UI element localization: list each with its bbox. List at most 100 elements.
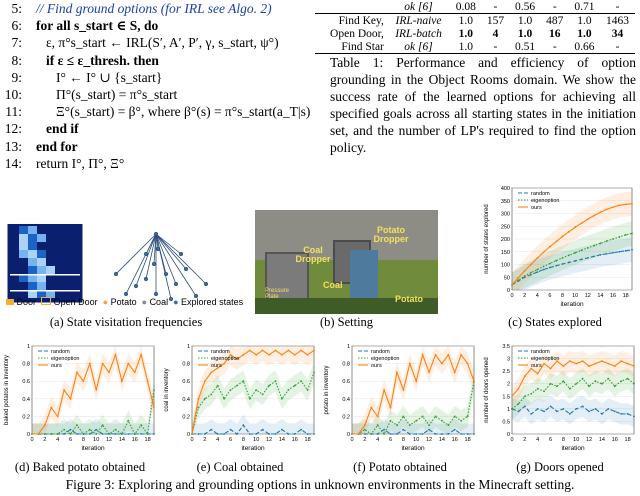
plot-area — [351, 345, 475, 435]
data-point-eigenoption — [63, 428, 66, 431]
data-point-eigenoption — [620, 380, 623, 383]
data-point-eigenoption — [594, 380, 597, 383]
graph-node — [143, 251, 148, 256]
legend-label-ours: ours — [371, 363, 382, 369]
data-point-random — [605, 252, 608, 255]
coal-label: Coal — [323, 280, 343, 290]
data-point-eigenoption — [415, 419, 418, 422]
algo-line: 14: return I°, Π°, Ξ° — [4, 155, 125, 171]
visit-cell — [37, 274, 46, 282]
series-band-ours — [512, 350, 634, 407]
data-point-ours — [248, 349, 251, 352]
coal-dropper-block — [265, 252, 309, 304]
data-point-eigenoption — [114, 428, 117, 431]
data-point-random — [453, 428, 456, 431]
visit-cell — [28, 234, 37, 242]
wall-line — [10, 274, 80, 276]
x-axis-label: iteration — [560, 301, 584, 308]
graph-node — [143, 277, 148, 282]
data-point-eigenoption — [626, 377, 629, 380]
results-table: ok [6] 0.08- 0.56- 0.71- Find Key, IRL-na… — [315, 0, 640, 56]
x-tick-label: 12 — [586, 437, 592, 443]
data-point-ours — [618, 204, 621, 207]
data-point-ours — [120, 380, 123, 383]
data-point-ours — [203, 380, 206, 383]
data-point-ours — [428, 371, 430, 374]
y-tick-label: 2.5 — [502, 369, 510, 375]
legend-label-eigenoption: eigenoption — [51, 356, 79, 362]
data-point-eigenoption — [242, 380, 245, 383]
data-point-random — [376, 433, 379, 435]
data-point-ours — [408, 362, 411, 365]
data-point-ours — [82, 380, 85, 383]
x-tick-label: 12 — [585, 293, 591, 299]
data-point-eigenoption — [575, 382, 578, 385]
visit-cell — [19, 242, 28, 250]
graph-edge — [145, 233, 157, 280]
data-point-eigenoption — [88, 428, 91, 431]
data-point-ours — [599, 211, 602, 214]
data-point-random — [440, 433, 443, 435]
data-point-eigenoption — [574, 251, 577, 254]
series-band-ours — [512, 191, 632, 290]
doors-opened-chart: 0 0.5 1 1.5 2 2.5 3 3.5 0 2 4 6 8 10 12 14 16 18 iteration… — [484, 344, 635, 452]
data-point-ours — [620, 360, 623, 362]
data-point-random — [274, 433, 277, 435]
data-point-eigenoption — [440, 419, 443, 422]
data-point-random — [607, 407, 610, 410]
data-point-ours — [605, 208, 608, 211]
data-point-ours — [530, 263, 532, 266]
y-tick-label: 0.2 — [182, 414, 190, 420]
data-point-random — [210, 428, 213, 431]
data-point-ours — [50, 406, 53, 409]
data-point-eigenoption — [43, 433, 46, 435]
x-tick-label: 4 — [376, 437, 379, 443]
data-point-eigenoption — [523, 275, 526, 277]
visit-cell — [28, 290, 37, 298]
data-point-random — [293, 433, 296, 435]
x-tick-label: 14 — [279, 437, 285, 443]
states-explored-chart: 0 50 100 150 200 250 300 350 400 0 2 4 6 8 10 12 14 16 18 i… — [484, 186, 633, 308]
data-point-ours — [440, 362, 443, 365]
legend-label-random: random — [211, 349, 230, 355]
x-tick-label: 6 — [229, 437, 232, 443]
data-point-random — [568, 412, 571, 415]
data-point-ours — [530, 367, 533, 370]
data-point-ours — [562, 365, 565, 368]
series-band-ours — [352, 346, 474, 434]
series-line-eigenoption — [352, 381, 475, 436]
x-tick-label: 10 — [93, 437, 99, 443]
data-point-eigenoption — [453, 415, 456, 418]
y-tick-label: 0.5 — [502, 419, 510, 425]
series-line-random — [32, 428, 154, 435]
data-point-ours — [229, 353, 232, 356]
data-point-random — [69, 428, 72, 431]
data-point-ours — [593, 214, 596, 217]
potato-dropper-label: Potato Dropper — [373, 225, 409, 244]
data-point-random — [63, 433, 66, 435]
graph-node — [124, 292, 129, 297]
data-point-ours — [631, 202, 633, 205]
y-tick-label: 0 — [507, 432, 510, 438]
series-band-eigenoption — [512, 221, 632, 290]
data-point-random — [523, 276, 526, 279]
data-point-ours — [37, 433, 40, 435]
data-point-eigenoption — [580, 249, 583, 252]
y-tick-label: 0.6 — [182, 379, 190, 385]
data-point-eigenoption — [607, 377, 610, 380]
graph-edge — [155, 233, 207, 285]
x-tick-label: 6 — [389, 437, 392, 443]
data-point-eigenoption — [600, 382, 603, 385]
wall-line — [10, 290, 80, 292]
x-tick-label: 0 — [510, 437, 513, 443]
data-point-random — [536, 271, 539, 274]
baked-potato-chart: 00.20.40.60.810 2 4 6 8 10 12 14 16 18iterationba… — [4, 344, 155, 452]
y-tick-label: 0 — [187, 432, 190, 438]
series-line-eigenoption — [191, 372, 315, 435]
data-point-random — [575, 407, 578, 410]
data-point-random — [613, 410, 616, 413]
data-point-ours — [280, 353, 283, 356]
data-point-random — [530, 412, 533, 415]
graph-node — [163, 272, 168, 277]
data-point-ours — [236, 358, 238, 361]
